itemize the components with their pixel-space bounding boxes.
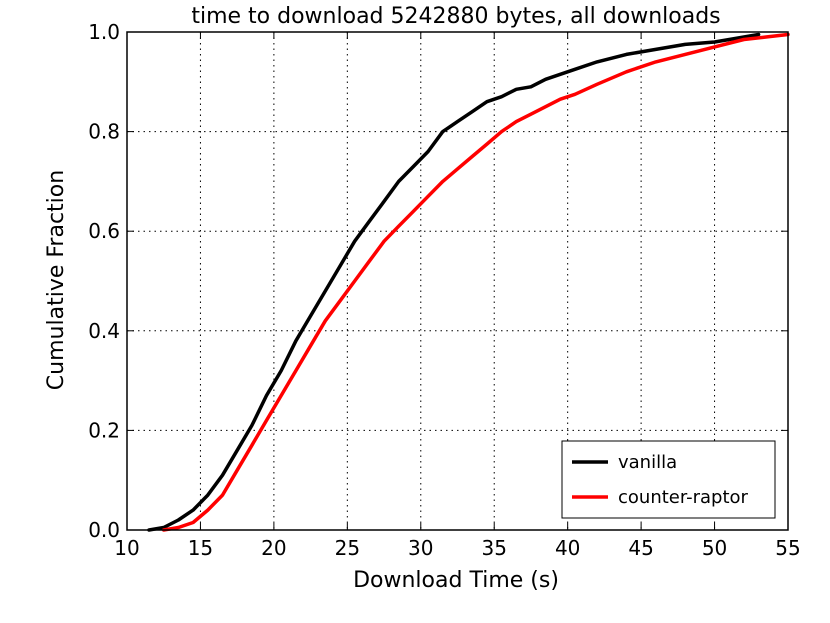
legend: vanilla counter-raptor xyxy=(561,440,776,519)
x-tick-label: 45 xyxy=(628,536,653,560)
x-tick-label: 30 xyxy=(408,536,433,560)
legend-label-counter-raptor: counter-raptor xyxy=(618,487,749,508)
y-tick-label: 0.6 xyxy=(88,219,120,243)
x-tick-label: 25 xyxy=(335,536,360,560)
y-tick-label: 1.0 xyxy=(88,20,120,44)
x-tick-label: 40 xyxy=(555,536,580,560)
x-tick-label: 15 xyxy=(188,536,213,560)
series-line-counter-raptor xyxy=(161,32,790,532)
plot-frame xyxy=(126,31,789,531)
axis-ticks: 10 15 20 25 30 35 40 45 50 55 0.0 0.2 0.4 0.6 0.8 1.0 xyxy=(88,20,801,560)
x-tick-label: 50 xyxy=(702,536,727,560)
x-axis-label: Download Time (s) xyxy=(353,568,559,593)
x-tick-label: 35 xyxy=(481,536,506,560)
chart-title: time to download 5242880 bytes, all down… xyxy=(191,4,720,29)
x-tick-label: 10 xyxy=(114,536,139,560)
y-tick-label: 0.0 xyxy=(88,518,120,542)
series-line-vanilla xyxy=(147,32,761,532)
x-tick-label: 20 xyxy=(261,536,286,560)
y-tick-label: 0.8 xyxy=(88,120,120,144)
series-group xyxy=(147,32,790,532)
y-tick-label: 0.2 xyxy=(88,418,120,442)
legend-box xyxy=(561,440,776,519)
x-tick-label: 55 xyxy=(775,536,800,560)
y-axis-label: Cumulative Fraction xyxy=(44,170,69,390)
grid-lines xyxy=(127,32,788,530)
legend-label-vanilla: vanilla xyxy=(618,452,677,473)
y-tick-label: 0.4 xyxy=(88,319,120,343)
